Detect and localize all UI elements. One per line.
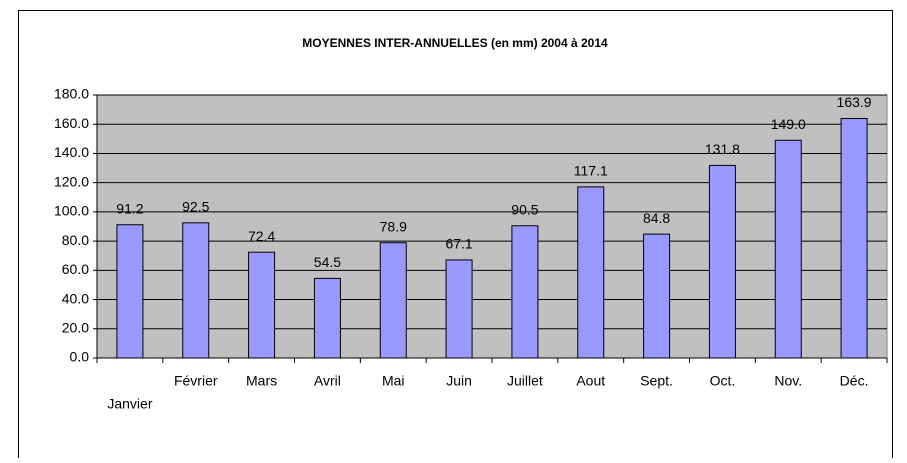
chart-title: MOYENNES INTER-ANNUELLES (en mm) 2004 à … bbox=[302, 36, 608, 50]
bar bbox=[313, 277, 341, 359]
x-tick-label: Déc. bbox=[840, 373, 869, 389]
bar bbox=[774, 139, 802, 359]
y-tick-label: 40.0 bbox=[62, 290, 89, 306]
bar bbox=[577, 186, 605, 359]
x-tick-label: Mars bbox=[246, 373, 277, 389]
y-tick-label: 160.0 bbox=[54, 115, 89, 131]
plot-area bbox=[96, 94, 888, 359]
y-tick-label: 180.0 bbox=[54, 86, 89, 102]
y-tick-label: 0.0 bbox=[70, 349, 90, 365]
bar bbox=[379, 242, 407, 359]
x-tick-label: Sept. bbox=[640, 373, 673, 389]
x-tick-label: Janvier bbox=[107, 396, 152, 412]
bar bbox=[840, 118, 868, 359]
value-label: 90.5 bbox=[511, 201, 538, 217]
bar bbox=[248, 251, 276, 359]
y-tick-label: 60.0 bbox=[62, 261, 89, 277]
y-tick-label: 140.0 bbox=[54, 144, 89, 160]
value-label: 84.8 bbox=[643, 210, 670, 226]
y-tick-label: 120.0 bbox=[54, 173, 89, 189]
y-tick-label: 100.0 bbox=[54, 203, 89, 219]
x-tick-label: Mai bbox=[382, 373, 405, 389]
x-tick-label: Nov. bbox=[774, 373, 802, 389]
bar bbox=[511, 225, 539, 359]
value-label: 78.9 bbox=[380, 218, 407, 234]
value-label: 131.8 bbox=[705, 141, 740, 157]
value-label: 72.4 bbox=[248, 228, 275, 244]
value-label: 149.0 bbox=[771, 116, 806, 132]
bar bbox=[445, 259, 473, 359]
value-label: 91.2 bbox=[116, 200, 143, 216]
x-tick-label: Juillet bbox=[507, 373, 543, 389]
x-tick-label: Oct. bbox=[710, 373, 736, 389]
bar bbox=[708, 164, 736, 359]
value-label: 163.9 bbox=[837, 94, 872, 110]
x-tick-label: Aout bbox=[576, 373, 605, 389]
x-tick-label: Février bbox=[174, 373, 218, 389]
bar bbox=[182, 222, 210, 359]
value-label: 117.1 bbox=[574, 163, 608, 179]
value-label: 54.5 bbox=[314, 254, 341, 270]
bar bbox=[643, 233, 671, 359]
x-tick-label: Avril bbox=[314, 373, 341, 389]
value-label: 67.1 bbox=[445, 236, 472, 252]
value-label: 92.5 bbox=[182, 199, 209, 215]
y-tick-label: 80.0 bbox=[62, 232, 89, 248]
y-tick-label: 20.0 bbox=[62, 319, 89, 335]
x-tick-label: Juin bbox=[446, 373, 472, 389]
bar bbox=[116, 224, 144, 359]
